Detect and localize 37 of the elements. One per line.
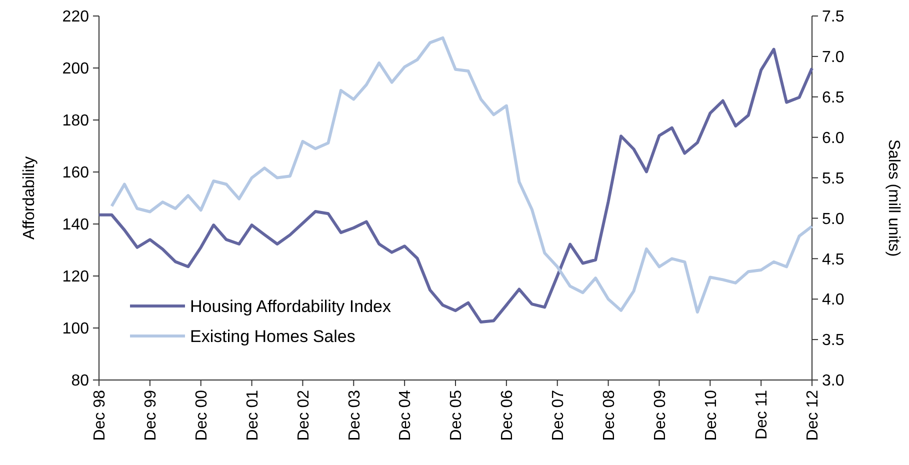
x-tick-label: Dec 03 — [346, 390, 364, 441]
x-tick-label: Dec 12 — [804, 390, 822, 441]
x-tick-label: Dec 99 — [142, 390, 160, 441]
legend-label: Existing Homes Sales — [190, 326, 356, 346]
y-axis-title: Affordability — [21, 156, 38, 240]
x-tick-label: Dec 00 — [193, 390, 210, 441]
y-tick-label: 220 — [62, 8, 90, 26]
y-tick-label: 100 — [62, 320, 90, 338]
y-tick-label: 200 — [62, 60, 90, 78]
x-tick-label: Dec 11 — [754, 390, 771, 440]
x-tick-label: Dec 10 — [702, 390, 720, 441]
y-tick-label: 180 — [62, 112, 90, 130]
x-tick-label: Dec 05 — [448, 390, 466, 441]
y2-tick-label: 6.5 — [822, 89, 844, 106]
y2-tick-label: 7.0 — [822, 49, 844, 66]
x-tick-label: Dec 06 — [499, 390, 516, 441]
y-tick-label: 120 — [62, 268, 90, 286]
x-tick-label: Dec 09 — [652, 390, 669, 441]
y-tick-label: 160 — [62, 164, 90, 182]
y2-tick-label: 7.5 — [822, 8, 844, 26]
y-tick-label: 80 — [71, 372, 90, 390]
y2-tick-label: 4.5 — [822, 251, 844, 268]
y2-axis-title: Sales (mill units) — [885, 139, 902, 257]
y2-tick-label: 5.5 — [822, 170, 844, 188]
x-tick-label: Dec 02 — [295, 390, 312, 441]
y2-tick-label: 5.0 — [822, 210, 844, 228]
y2-tick-label: 3.5 — [822, 332, 844, 350]
x-tick-label: Dec 07 — [550, 390, 567, 441]
x-tick-label: Dec 04 — [397, 390, 414, 441]
y-tick-label: 140 — [62, 216, 90, 234]
y2-tick-label: 6.0 — [822, 130, 844, 147]
y2-tick-label: 3.0 — [822, 372, 844, 390]
x-tick-label: Dec 98 — [92, 390, 109, 441]
legend-label: Housing Affordability Index — [190, 296, 392, 316]
x-tick-label: Dec 01 — [244, 390, 262, 441]
y2-tick-label: 4.0 — [822, 292, 844, 309]
x-tick-label: Dec 08 — [600, 390, 618, 441]
